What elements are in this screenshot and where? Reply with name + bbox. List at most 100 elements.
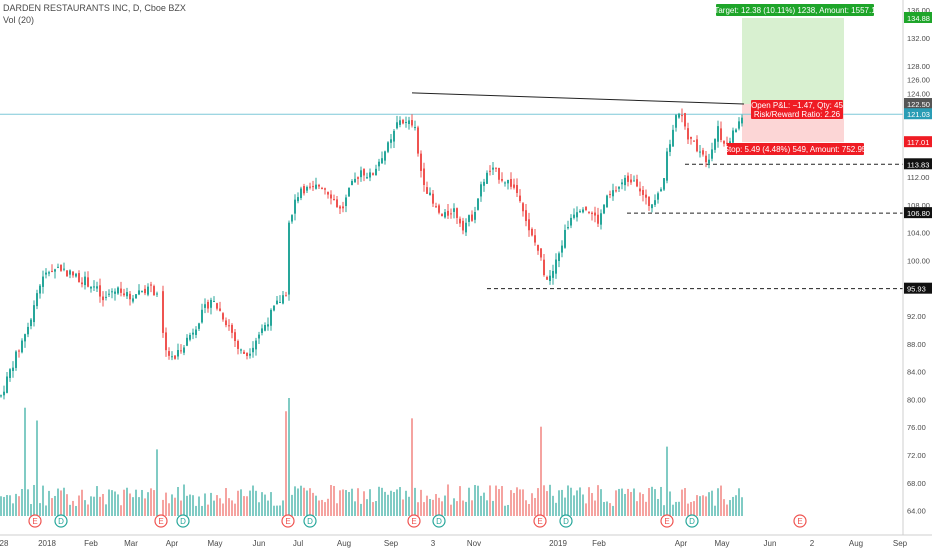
candle-body	[669, 144, 671, 152]
candle-body	[591, 212, 593, 215]
volume-bar	[63, 487, 65, 516]
volume-bar	[441, 501, 443, 516]
volume-bar	[516, 487, 518, 516]
volume-bar	[546, 491, 548, 516]
volume-bar	[378, 486, 380, 516]
candle-body	[411, 120, 413, 126]
volume-bar	[585, 503, 587, 516]
volume-bar	[705, 496, 707, 516]
volume-bar	[603, 501, 605, 516]
candle-body	[117, 287, 119, 294]
marker-circle	[303, 514, 317, 528]
earnings-marker[interactable]: E	[28, 514, 42, 528]
dividend-marker[interactable]: D	[303, 514, 317, 528]
dividend-marker[interactable]: D	[685, 514, 699, 528]
candle-body	[249, 353, 251, 356]
candle-body	[150, 284, 152, 286]
time-tick-label: 2019	[549, 539, 567, 548]
volume-bar	[114, 491, 116, 516]
earnings-marker[interactable]: E	[793, 514, 807, 528]
symbol-title[interactable]: DARDEN RESTAURANTS INC, D, Cboe BZX	[3, 3, 186, 13]
price-label-text: 121.03	[907, 110, 930, 119]
candle-body	[327, 192, 329, 195]
candle-body	[231, 324, 233, 333]
volume-bar	[645, 501, 647, 516]
candle-body	[549, 275, 551, 282]
volume-bar	[486, 500, 488, 516]
volume-bar	[288, 398, 290, 516]
candle-body	[222, 313, 224, 320]
dividend-marker[interactable]: D	[559, 514, 573, 528]
volume-bar	[348, 491, 350, 516]
volume-bar	[642, 494, 644, 516]
time-tick-label: Jun	[764, 539, 777, 548]
candle-body	[279, 302, 281, 304]
volume-bar	[663, 505, 665, 516]
volume-bar	[360, 503, 362, 516]
volume-indicator-label[interactable]: Vol (20)	[3, 15, 35, 25]
volume-bar	[411, 418, 413, 516]
price-label-text: 126.00	[907, 76, 930, 85]
candle-body	[132, 298, 134, 302]
volume-bar	[150, 488, 152, 516]
candle-body	[408, 120, 410, 125]
candle-body	[501, 178, 503, 181]
candle-body	[687, 128, 689, 140]
earnings-marker[interactable]: E	[154, 514, 168, 528]
candle-body	[474, 212, 476, 220]
volume-bar	[357, 488, 359, 516]
marker-circle	[793, 514, 807, 528]
trendline[interactable]	[411, 92, 745, 105]
dividend-marker[interactable]: D	[54, 514, 68, 528]
marker-circle	[28, 514, 42, 528]
volume-bar	[729, 500, 731, 516]
candle-body	[402, 119, 404, 124]
candle-body	[684, 113, 686, 127]
earnings-marker[interactable]: E	[281, 514, 295, 528]
candle-body	[534, 235, 536, 243]
volume-bar	[273, 505, 275, 516]
candle-body	[300, 188, 302, 198]
volume-bar	[297, 488, 299, 516]
candle-body	[594, 212, 596, 216]
volume-bar	[12, 503, 14, 516]
candle-body	[276, 300, 278, 305]
volume-bar	[561, 489, 563, 516]
volume-bar	[60, 490, 62, 516]
candle-body	[585, 206, 587, 211]
earnings-marker[interactable]: E	[533, 514, 547, 528]
marker-circle	[407, 514, 421, 528]
candle-body	[165, 332, 167, 351]
candle-body	[96, 286, 98, 289]
candle-body	[267, 324, 269, 327]
dividend-marker[interactable]: D	[432, 514, 446, 528]
marker-label: D	[563, 517, 569, 526]
volume-bar	[201, 505, 203, 516]
candle-body	[384, 151, 386, 161]
candle-body	[339, 206, 341, 209]
position-zones	[742, 17, 844, 143]
candle-body	[219, 308, 221, 311]
volume-bar	[123, 489, 125, 516]
volume-bar	[717, 488, 719, 516]
volume-bar	[675, 501, 677, 516]
position-labels[interactable]: Target: 12.38 (10.11%) 1238, Amount: 155…	[714, 4, 876, 155]
time-axis[interactable]: 28 2018 Feb Mar Apr May Jun Jul Aug Sep 3 Nov 2019 Fe…	[0, 534, 932, 548]
candle-body	[660, 189, 662, 191]
candle-body	[495, 167, 497, 169]
volume-bar	[693, 501, 695, 516]
earnings-marker[interactable]: E	[407, 514, 421, 528]
candle-body	[216, 303, 218, 309]
volume-bar	[204, 493, 206, 516]
volume-bar	[108, 489, 110, 516]
volume-bar	[75, 505, 77, 516]
dividend-marker[interactable]: D	[176, 514, 190, 528]
volume-bar	[192, 495, 194, 516]
marker-circle	[176, 514, 190, 528]
price-axis[interactable]: 64.00 68.00 72.00 76.00 80.00 84.00 88.00 92.00…	[902, 0, 932, 535]
volume-bar	[183, 484, 185, 516]
volume-bar	[117, 494, 119, 516]
earnings-marker[interactable]: E	[660, 514, 674, 528]
